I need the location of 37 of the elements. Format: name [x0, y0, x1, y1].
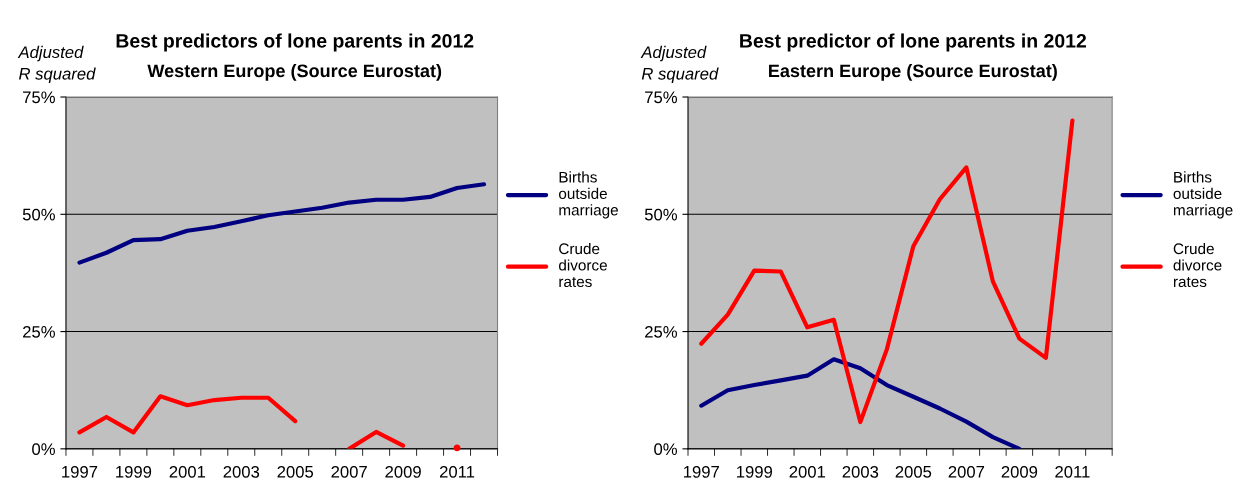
x-tick-label: 1999	[116, 465, 152, 478]
x-tick-label: 2007	[948, 465, 985, 478]
y-tick-label: 50%	[644, 208, 678, 221]
x-tick-label: 1999	[737, 465, 773, 478]
chart-title: Best predictor of lone parents in 2012	[740, 33, 1087, 52]
chart-subtitle: Eastern Europe (Source Eurostat)	[769, 63, 1057, 81]
legend-label: Births outside marriage	[559, 171, 618, 219]
x-tick-label: 1997	[684, 465, 719, 478]
y-tick-label: 75%	[23, 91, 55, 104]
legend-label: Births outside marriage	[1173, 171, 1233, 219]
y-tick-label: 50%	[22, 208, 55, 221]
x-tick-label: 1997	[62, 465, 98, 478]
x-tick-label: 2005	[895, 465, 932, 478]
x-tick-label: 2007	[331, 465, 367, 478]
chart-title: Best predictors of lone parents in 2012	[116, 33, 474, 52]
legend-label: Crude divorce rates	[559, 242, 607, 288]
x-tick-label: 2005	[277, 465, 314, 478]
x-tick-label: 2011	[1055, 465, 1090, 478]
legend-label: Crude divorce rates	[1173, 242, 1222, 288]
line-series	[699, 357, 1022, 449]
x-tick-label: 2009	[385, 465, 421, 478]
y-axis-title: Adjusted R squared	[640, 45, 719, 83]
x-tick-label: 2001	[169, 465, 206, 478]
x-tick-label: 2009	[1001, 465, 1038, 478]
x-tick-label: 2003	[223, 465, 260, 478]
y-tick-label: 0%	[32, 443, 55, 456]
y-axis-title: Adjusted R squared	[17, 45, 96, 83]
y-tick-label: 0%	[654, 443, 677, 456]
x-tick-label: 2001	[789, 465, 826, 478]
line-series	[77, 182, 487, 265]
y-tick-label: 75%	[645, 91, 678, 104]
x-tick-label: 2003	[842, 465, 879, 478]
x-tick-label: 2011	[439, 465, 475, 478]
chart-subtitle: Western Europe (Source Eurostat)	[147, 63, 442, 81]
line-series	[699, 118, 1075, 425]
y-tick-label: 25%	[23, 325, 55, 338]
y-tick-label: 25%	[645, 325, 678, 338]
